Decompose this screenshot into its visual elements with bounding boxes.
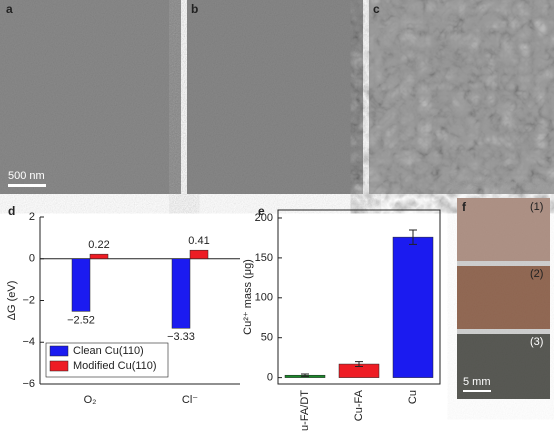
value-label: −2.52 (67, 314, 95, 326)
bar (71, 258, 91, 312)
scale-bar (463, 390, 491, 392)
value-label: 0.22 (88, 239, 109, 251)
scale-bar-label: 500 nm (8, 170, 45, 182)
y-tick-label: 200 (255, 212, 273, 224)
legend-swatch (49, 345, 69, 357)
y-tick-label: 100 (255, 292, 273, 304)
x-tick-label: Cl⁻ (182, 394, 198, 406)
photo-texture (457, 198, 550, 399)
value-label: −3.33 (167, 331, 195, 343)
sem-texture (0, 0, 181, 194)
scale-bar-label: 5 mm (463, 376, 491, 388)
error-bar (301, 373, 309, 377)
x-tick-label: O₂ (84, 394, 97, 406)
x-tick-label: Cu (407, 390, 419, 404)
photo-label: (2) (530, 268, 543, 280)
value-label: 0.41 (188, 235, 209, 247)
legend-swatch (49, 360, 69, 372)
y-tick-label: −2 (22, 294, 35, 306)
legend-label: Clean Cu(110) (73, 345, 144, 357)
y-tick-label: −6 (22, 378, 35, 390)
y-tick-label: −4 (22, 336, 35, 348)
panel-label: e (258, 204, 265, 218)
photo-label: (1) (530, 201, 543, 213)
scale-bar (8, 184, 46, 187)
sem-texture (187, 0, 363, 194)
y-tick-label: 50 (261, 332, 273, 344)
bar (171, 258, 191, 329)
y-tick-label: 0 (29, 253, 35, 265)
error-bar (355, 361, 363, 367)
panel-label: c (373, 2, 380, 16)
panel-label: d (8, 204, 15, 218)
plot-frame (277, 209, 441, 385)
bar (89, 253, 109, 260)
sem-texture (369, 0, 554, 194)
photo-label: (3) (530, 336, 543, 348)
panel-label: b (191, 2, 198, 16)
y-tick-label: 0 (267, 372, 273, 384)
y-axis-label: ΔG (eV) (6, 281, 18, 321)
y-tick-label: 150 (255, 252, 273, 264)
x-tick-label: Cu-FA/DT (299, 390, 311, 431)
x-tick-label: Cu-FA (353, 389, 365, 421)
panel-label: f (462, 200, 467, 214)
y-tick-label: 2 (29, 211, 35, 223)
y-axis-label: Cu²⁺ mass (μg) (242, 259, 254, 335)
panel-label: a (6, 2, 13, 16)
bar (392, 236, 434, 378)
error-bar (409, 229, 417, 245)
bar (189, 249, 209, 260)
legend-label: Modified Cu(110) (73, 360, 157, 372)
